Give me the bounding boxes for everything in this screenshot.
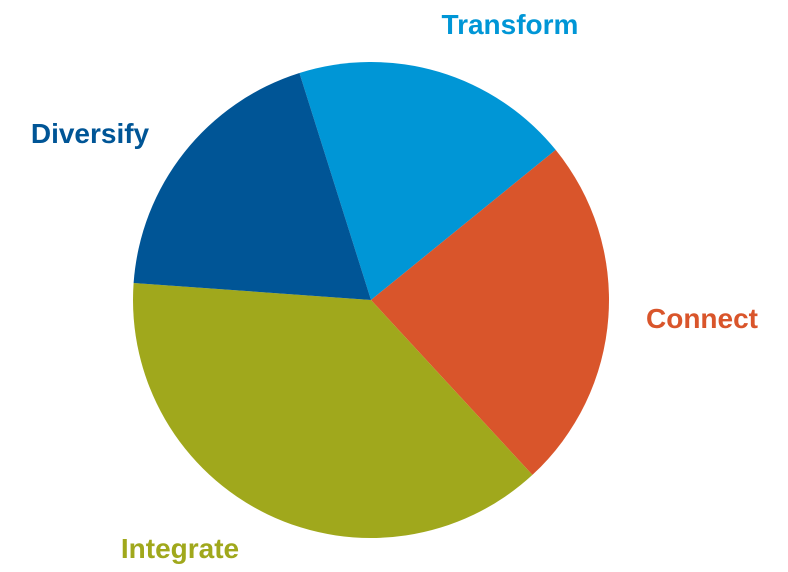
pie-slice xyxy=(299,61,556,300)
pie-slice xyxy=(133,73,371,300)
pie-slice xyxy=(371,149,610,475)
slice-label: Connect xyxy=(646,303,758,334)
slice-label: Integrate xyxy=(120,533,240,564)
pie-slice xyxy=(133,282,533,539)
slice-label: Transform xyxy=(441,9,579,40)
slice-label: Diversify xyxy=(30,118,150,149)
